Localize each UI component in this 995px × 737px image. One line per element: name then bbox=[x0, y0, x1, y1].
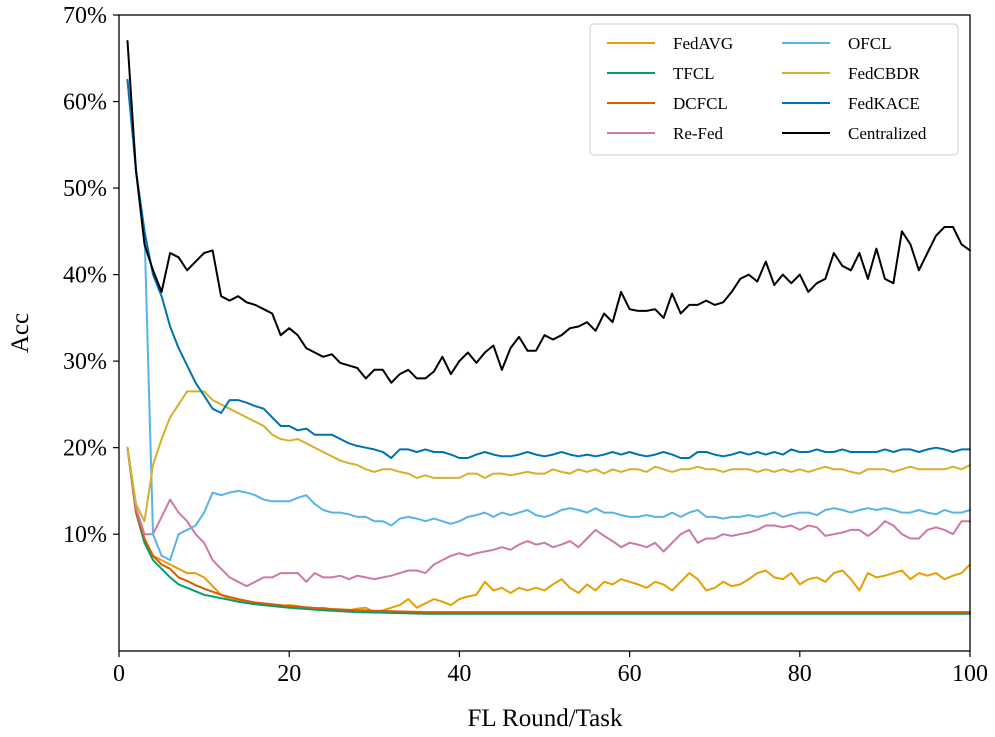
legend: FedAVG TFCL DCFCL Re-Fed OFCL FedCBDR FedKACE C… bbox=[589, 23, 959, 156]
y-tick-label: 30% bbox=[63, 349, 107, 375]
series-line-tfcl bbox=[126, 446, 971, 615]
series-line-ofcl bbox=[126, 78, 971, 562]
y-tick-label: 50% bbox=[63, 176, 107, 202]
x-tick-label: 100 bbox=[952, 661, 988, 687]
legend-box bbox=[589, 23, 959, 156]
legend-label-re-fed: Re-Fed bbox=[673, 124, 724, 143]
series-line-centralized bbox=[126, 40, 971, 384]
y-tick-label: 40% bbox=[63, 263, 107, 289]
y-tick-label: 20% bbox=[63, 436, 107, 462]
y-axis: 10% 20% 30% 40% 50% 60% 70% bbox=[63, 3, 119, 548]
series-line-re-fed bbox=[126, 446, 971, 588]
x-tick-label: 20 bbox=[277, 661, 301, 687]
legend-label-dcfcl: DCFCL bbox=[673, 94, 728, 113]
series-layer bbox=[126, 40, 971, 615]
x-axis-label: FL Round/Task bbox=[468, 705, 623, 732]
series-line-dcfcl bbox=[126, 446, 971, 614]
x-tick-label: 0 bbox=[113, 661, 125, 687]
legend-label-fedavg: FedAVG bbox=[673, 34, 733, 53]
y-tick-label: 60% bbox=[63, 90, 107, 116]
y-tick-label: 70% bbox=[63, 3, 107, 29]
x-tick-label: 60 bbox=[618, 661, 642, 687]
x-axis: 0 20 40 60 80 100 bbox=[113, 651, 988, 687]
legend-label-tfcl: TFCL bbox=[673, 64, 715, 83]
y-tick-label: 10% bbox=[63, 522, 107, 548]
y-axis-label: Acc bbox=[7, 313, 34, 353]
series-line-fedcbdr bbox=[126, 390, 971, 523]
legend-label-fedkace: FedKACE bbox=[848, 94, 920, 113]
legend-label-ofcl: OFCL bbox=[848, 34, 891, 53]
legend-label-centralized: Centralized bbox=[848, 124, 927, 143]
x-tick-label: 40 bbox=[447, 661, 471, 687]
legend-label-fedcbdr: FedCBDR bbox=[848, 64, 920, 83]
series-line-fedkace bbox=[126, 78, 971, 459]
x-tick-label: 80 bbox=[788, 661, 812, 687]
plot-frame bbox=[118, 14, 971, 652]
